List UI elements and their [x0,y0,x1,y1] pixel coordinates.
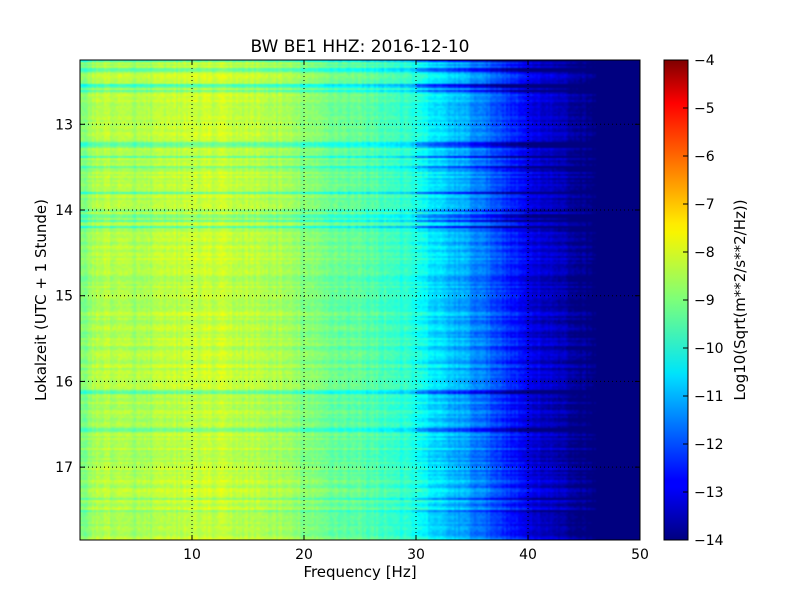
colorbar-tick-label: −14 [694,533,724,549]
y-tick-label: 17 [55,460,73,476]
plot-frame [79,59,641,541]
x-tick-label: 10 [183,547,201,563]
x-tick-label: 50 [631,547,649,563]
y-tick-label: 16 [55,374,73,390]
x-tick-label: 30 [407,547,425,563]
colorbar-tick-label: −9 [694,293,715,309]
y-tick-label: 15 [55,289,73,305]
chart-title: BW BE1 HHZ: 2016-12-10 [250,37,469,57]
colorbar-tick-label: −7 [694,197,715,213]
y-tick-label: 14 [55,203,73,219]
colorbar-tick-label: −8 [694,245,715,261]
x-tick-label: 40 [519,547,537,563]
colorbar-label: Log10(Sqrt(m**2/s**2/Hz)) [731,199,749,400]
colorbar-tick-label: −10 [694,341,724,357]
colorbar-tick-label: −11 [694,389,724,405]
heatmap-image [80,60,640,540]
colorbar-tick-label: −5 [694,101,715,117]
y-axis-ticks: 13 14 15 16 17 [55,117,640,476]
y-tick-label: 13 [55,117,73,133]
plot-area [80,60,640,540]
x-tick-label: 20 [295,547,313,563]
colorbar: −4 −5 −6 −7 −8 −9 −10 −11 −12 −13 −14 Log10(Sqrt(m… [663,53,749,549]
colorbar-tick-label: −4 [694,53,715,69]
colorbar-tick-label: −6 [694,149,715,165]
x-axis-ticks: 10 20 30 40 50 [183,60,649,563]
colorbar-ticks: −4 −5 −6 −7 −8 −9 −10 −11 −12 −13 −14 [683,53,724,549]
colorbar-tick-label: −12 [694,437,724,453]
x-axis-label: Frequency [Hz] [303,563,416,581]
grid-lines [80,60,640,540]
y-axis-label: Lokalzeit (UTC + 1 Stunde) [32,199,50,401]
colorbar-tick-label: −13 [694,485,724,501]
